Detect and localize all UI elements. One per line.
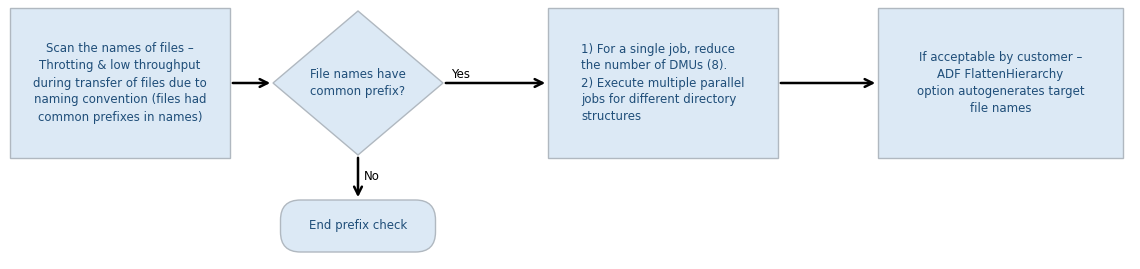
Text: No: No — [364, 170, 380, 183]
Text: 1) For a single job, reduce
the number of DMUs (8).
2) Execute multiple parallel: 1) For a single job, reduce the number o… — [581, 43, 744, 123]
Text: If acceptable by customer –
ADF FlattenHierarchy
option autogenerates target
fil: If acceptable by customer – ADF FlattenH… — [917, 51, 1084, 115]
Bar — [878, 8, 1123, 158]
FancyBboxPatch shape — [280, 200, 435, 252]
Bar — [10, 8, 230, 158]
Text: End prefix check: End prefix check — [309, 220, 407, 232]
Text: Yes: Yes — [451, 68, 470, 81]
Text: File names have
common prefix?: File names have common prefix? — [310, 68, 406, 98]
Text: Scan the names of files –
Throtting & low throughput
during transfer of files du: Scan the names of files – Throtting & lo… — [33, 43, 206, 123]
Bar — [548, 8, 777, 158]
Polygon shape — [272, 11, 443, 155]
